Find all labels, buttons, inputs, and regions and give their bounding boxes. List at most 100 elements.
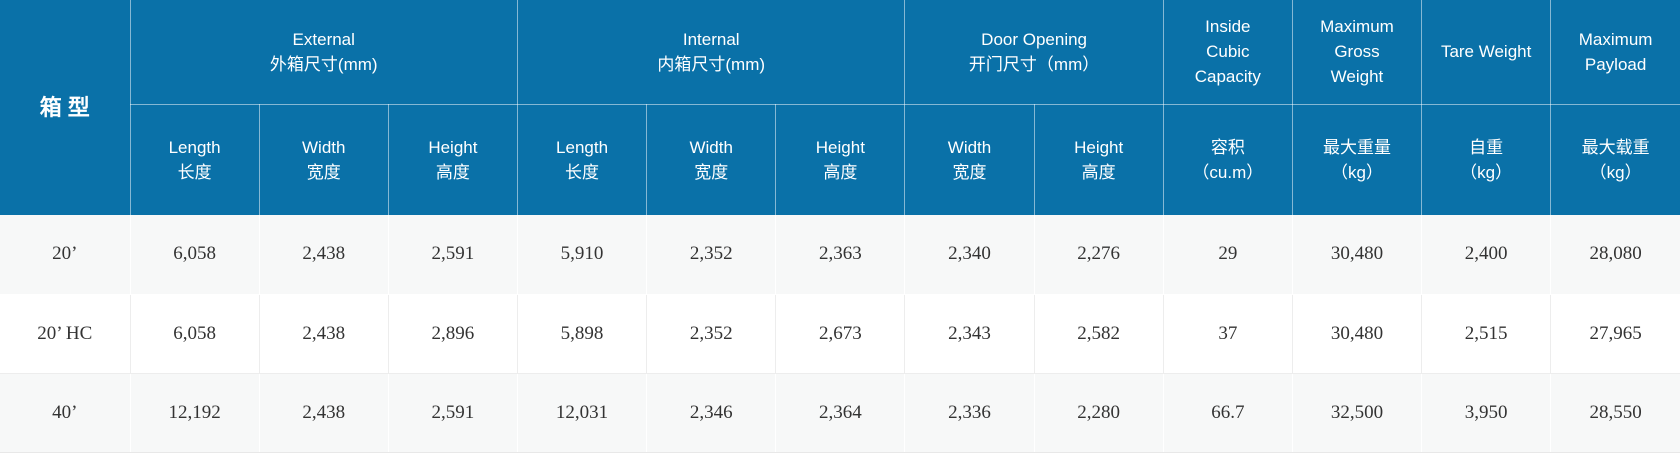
value-cell-external-width: 2,438 bbox=[258, 372, 389, 453]
col-header-external-width-line2: 宽度 bbox=[306, 162, 341, 182]
col-header-door-width: Width 宽度 bbox=[904, 104, 1035, 215]
value-cell-internal-length: 12,031 bbox=[516, 372, 648, 453]
value-cell-external-height: 2,896 bbox=[387, 293, 518, 374]
col-group-tare-weight: Tare Weight bbox=[1421, 0, 1552, 105]
value-cell-external-length: 6,058 bbox=[129, 293, 260, 374]
col-group-label-en: Door Opening bbox=[981, 29, 1088, 49]
col-header-door-width-line2: 宽度 bbox=[952, 162, 987, 182]
value-cell-internal-height: 2,364 bbox=[775, 372, 906, 453]
col-group-maximum-payload: Maximum Payload bbox=[1550, 0, 1680, 105]
table-header: 箱 型 External 外箱尺寸(mm) Internal 内箱尺寸(mm) Door… bbox=[0, 0, 1680, 215]
value-cell-external-width: 2,438 bbox=[258, 215, 389, 295]
col-group-label-en: Inside Cubic Capacity bbox=[1194, 17, 1261, 87]
value-cell-door-height: 2,582 bbox=[1033, 293, 1164, 374]
col-group-inside-cubic-capacity: Inside Cubic Capacity bbox=[1163, 0, 1293, 105]
value-cell-external-width: 2,438 bbox=[258, 293, 389, 374]
col-header-internal-length-line2: 长度 bbox=[565, 162, 600, 182]
col-header-tare-line2: （kg） bbox=[1460, 162, 1513, 182]
container-type-cell: 20’ HC bbox=[0, 293, 131, 374]
col-header-door-height-line2: 高度 bbox=[1081, 162, 1116, 182]
col-header-max-payload-line1: 最大载重 bbox=[1581, 137, 1650, 157]
col-group-label-en: Maximum Gross Weight bbox=[1320, 17, 1394, 87]
col-group-label-zh: 内箱尺寸(mm) bbox=[657, 54, 766, 74]
value-cell-max-gross: 30,480 bbox=[1291, 215, 1423, 295]
col-header-max-payload: 最大载重 （kg） bbox=[1550, 104, 1680, 215]
table-row: 20’ HC 6,058 2,438 2,896 5,898 2,352 2,673 2,34… bbox=[0, 293, 1680, 374]
col-header-door-width-line1: Width bbox=[947, 137, 992, 157]
col-header-container-type: 箱 型 bbox=[0, 0, 131, 215]
col-header-external-length-line2: 长度 bbox=[177, 162, 212, 182]
col-header-external-height: Height 高度 bbox=[388, 104, 518, 215]
value-cell-door-width: 2,340 bbox=[904, 215, 1035, 295]
col-header-max-gross: 最大重量 （kg） bbox=[1292, 104, 1423, 215]
table-row: 20’ 6,058 2,438 2,591 5,910 2,352 2,363 2,340 2,… bbox=[0, 215, 1680, 295]
value-cell-tare: 2,515 bbox=[1421, 293, 1552, 374]
value-cell-internal-length: 5,910 bbox=[516, 215, 648, 295]
value-cell-internal-length: 5,898 bbox=[516, 293, 648, 374]
col-group-internal: Internal 内箱尺寸(mm) bbox=[517, 0, 906, 105]
value-cell-external-length: 6,058 bbox=[129, 215, 260, 295]
value-cell-door-width: 2,343 bbox=[904, 293, 1035, 374]
col-header-internal-height-line1: Height bbox=[815, 137, 865, 157]
col-group-maximum-gross-weight: Maximum Gross Weight bbox=[1292, 0, 1423, 105]
col-group-label-zh: 开门尺寸（mm） bbox=[968, 54, 1100, 74]
value-cell-max-gross: 32,500 bbox=[1291, 372, 1423, 453]
value-cell-door-height: 2,280 bbox=[1033, 372, 1164, 453]
table-body: 20’ 6,058 2,438 2,591 5,910 2,352 2,363 2,340 2,… bbox=[0, 215, 1680, 453]
col-header-capacity: 容积 （cu.m） bbox=[1163, 104, 1293, 215]
value-cell-internal-width: 2,352 bbox=[646, 215, 777, 295]
col-header-internal-width-line2: 宽度 bbox=[694, 162, 729, 182]
col-group-label-en: Maximum Payload bbox=[1578, 29, 1653, 74]
col-header-tare: 自重 （kg） bbox=[1421, 104, 1552, 215]
value-cell-external-height: 2,591 bbox=[387, 215, 518, 295]
col-header-max-payload-line2: （kg） bbox=[1589, 162, 1642, 182]
col-header-external-height-line1: Height bbox=[428, 137, 478, 157]
value-cell-capacity: 37 bbox=[1162, 293, 1293, 374]
container-type-cell: 20’ bbox=[0, 215, 131, 295]
value-cell-internal-height: 2,673 bbox=[775, 293, 906, 374]
col-header-tare-line1: 自重 bbox=[1469, 137, 1504, 157]
value-cell-external-height: 2,591 bbox=[387, 372, 518, 453]
col-group-external: External 外箱尺寸(mm) bbox=[130, 0, 518, 105]
col-group-label-en: External bbox=[292, 29, 355, 49]
col-header-max-gross-line2: （kg） bbox=[1331, 162, 1383, 182]
col-group-door-opening: Door Opening 开门尺寸（mm） bbox=[904, 0, 1164, 105]
col-header-internal-length: Length 长度 bbox=[517, 104, 648, 215]
value-cell-internal-height: 2,363 bbox=[775, 215, 906, 295]
value-cell-max-payload: 28,080 bbox=[1550, 215, 1680, 295]
col-group-label-zh: 外箱尺寸(mm) bbox=[269, 54, 378, 74]
table-row: 40’ 12,192 2,438 2,591 12,031 2,346 2,364 2,336… bbox=[0, 372, 1680, 453]
value-cell-door-width: 2,336 bbox=[904, 372, 1035, 453]
col-header-internal-height-line2: 高度 bbox=[823, 162, 858, 182]
col-header-internal-width-line1: Width bbox=[689, 137, 733, 157]
value-cell-internal-width: 2,346 bbox=[646, 372, 777, 453]
col-group-label-en: Internal bbox=[682, 29, 740, 49]
col-header-capacity-line2: （cu.m） bbox=[1192, 162, 1264, 182]
col-group-label-en: Tare Weight bbox=[1440, 42, 1532, 62]
col-header-external-height-line2: 高度 bbox=[435, 162, 470, 182]
value-cell-internal-width: 2,352 bbox=[646, 293, 777, 374]
value-cell-external-length: 12,192 bbox=[129, 372, 260, 453]
col-header-external-length-line1: Length bbox=[168, 137, 221, 157]
value-cell-max-payload: 27,965 bbox=[1550, 293, 1680, 374]
col-header-internal-height: Height 高度 bbox=[775, 104, 906, 215]
header-sub-row: Length 长度 Width 宽度 Height 高度 Length 长度 Width 宽度 He… bbox=[0, 104, 1680, 215]
col-header-external-width: Width 宽度 bbox=[259, 104, 389, 215]
col-header-external-length: Length 长度 bbox=[130, 104, 260, 215]
col-header-door-height: Height 高度 bbox=[1034, 104, 1164, 215]
value-cell-tare: 3,950 bbox=[1421, 372, 1552, 453]
container-type-cell: 40’ bbox=[0, 372, 131, 453]
value-cell-capacity: 29 bbox=[1162, 215, 1293, 295]
value-cell-max-gross: 30,480 bbox=[1291, 293, 1423, 374]
value-cell-door-height: 2,276 bbox=[1033, 215, 1164, 295]
col-header-door-height-line1: Height bbox=[1074, 137, 1124, 157]
value-cell-capacity: 66.7 bbox=[1162, 372, 1293, 453]
value-cell-tare: 2,400 bbox=[1421, 215, 1552, 295]
col-header-capacity-line1: 容积 bbox=[1210, 137, 1245, 157]
col-header-internal-width: Width 宽度 bbox=[646, 104, 777, 215]
col-header-max-gross-line1: 最大重量 bbox=[1322, 137, 1391, 157]
col-header-internal-length-line1: Length bbox=[556, 137, 609, 157]
header-group-row: 箱 型 External 外箱尺寸(mm) Internal 内箱尺寸(mm) Door… bbox=[0, 0, 1680, 215]
value-cell-max-payload: 28,550 bbox=[1550, 372, 1680, 453]
